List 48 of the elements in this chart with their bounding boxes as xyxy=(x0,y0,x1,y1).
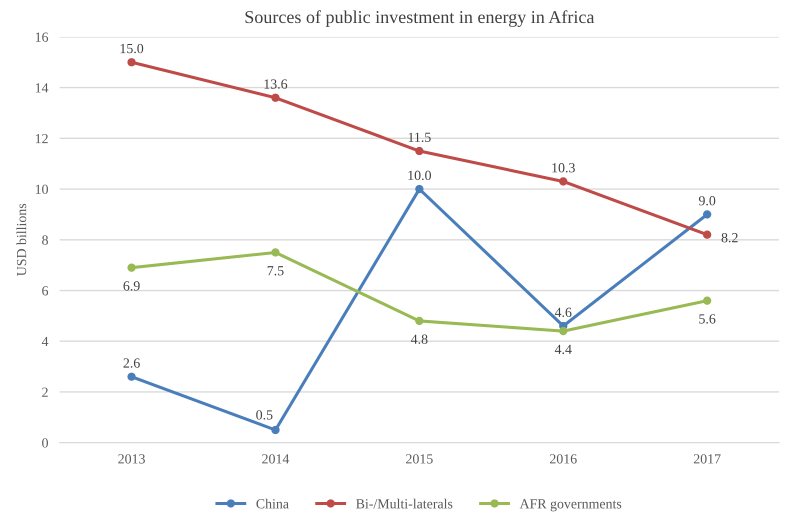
x-tick-label: 2013 xyxy=(118,454,145,464)
point xyxy=(415,184,424,194)
point xyxy=(559,177,568,186)
y-tick-label: 12 xyxy=(36,134,48,144)
data-label: 10.0 xyxy=(408,170,431,180)
data-label: 0.5 xyxy=(256,410,272,420)
data-label: 2.6 xyxy=(124,358,140,368)
point xyxy=(415,146,424,156)
data-label: 5.6 xyxy=(699,314,716,324)
point xyxy=(127,372,136,381)
data-label: 4.8 xyxy=(410,334,428,344)
x-tick-label: 2016 xyxy=(550,454,577,464)
data-label: 4.4 xyxy=(554,344,572,354)
legend-label: AFR governments xyxy=(520,499,622,512)
point xyxy=(559,326,568,336)
point xyxy=(271,426,280,434)
legend-label: Bi-/Multi-laterals xyxy=(356,498,452,508)
y-tick-label: 16 xyxy=(36,32,48,42)
point xyxy=(127,58,136,66)
data-label: 8.2 xyxy=(722,232,738,242)
point xyxy=(702,296,712,305)
data-label: 13.6 xyxy=(264,79,288,89)
data-label: 4.6 xyxy=(554,308,572,318)
x-tick-label: 2017 xyxy=(694,454,721,464)
data-label: 15.0 xyxy=(120,44,144,54)
y-axis-title: USD billions xyxy=(16,204,26,276)
y-tick-label: 4 xyxy=(42,336,48,346)
point xyxy=(271,94,280,102)
point xyxy=(127,264,136,272)
data-label: 6.9 xyxy=(123,281,140,291)
y-tick-label: 10 xyxy=(36,184,48,194)
y-tick-label: 6 xyxy=(42,286,48,296)
y-tick-label: 2 xyxy=(42,388,48,397)
y-tick-label: 8 xyxy=(42,235,48,245)
chart-title: Sources of public investment in energy in Africa xyxy=(245,10,594,27)
data-label: 7.5 xyxy=(268,266,284,276)
data-label: 11.5 xyxy=(408,132,431,142)
legend-label: China xyxy=(256,498,289,508)
point xyxy=(271,248,280,257)
data-label: 10.3 xyxy=(552,163,575,172)
point xyxy=(702,230,712,239)
y-tick-label: 0 xyxy=(42,438,48,448)
point xyxy=(415,316,424,326)
data-label: 9.0 xyxy=(698,196,716,206)
point xyxy=(702,210,712,219)
x-tick-label: 2014 xyxy=(262,454,290,464)
x-tick-label: 2015 xyxy=(406,454,433,464)
y-tick-label: 14 xyxy=(36,83,48,92)
